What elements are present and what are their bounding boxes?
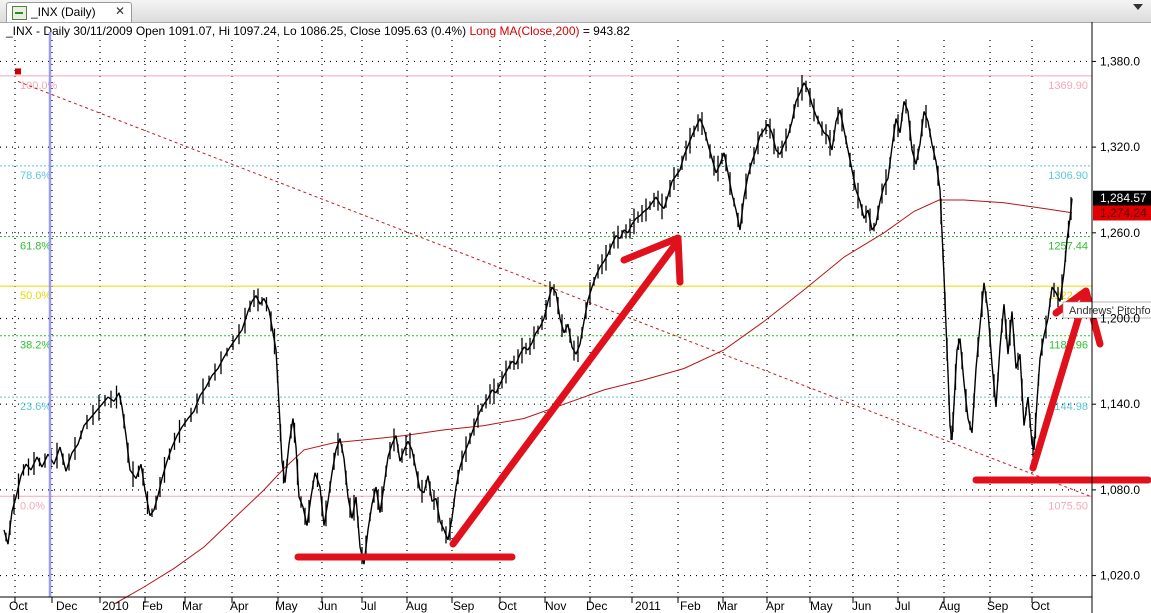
ma-value: = 943.82 xyxy=(582,24,630,38)
fib-value-label: 1369.90 xyxy=(1048,80,1088,92)
y-tick-label: 1,020.0 xyxy=(1100,569,1140,583)
price-badge-label: 1,284.57 xyxy=(1100,191,1147,205)
up-arrow-shaft-1 xyxy=(449,237,682,548)
x-tick-label: May xyxy=(810,599,833,613)
x-tick-label: 2011 xyxy=(635,599,661,613)
y-tick-label: 1,080.0 xyxy=(1100,483,1140,497)
x-tick-label: Nov xyxy=(545,599,566,613)
x-tick-label: Apr xyxy=(230,599,249,613)
tab-inx-daily[interactable]: _INX (Daily) ✕ xyxy=(6,2,132,22)
x-tick-label: Jul xyxy=(361,599,376,613)
x-tick-label: Dec xyxy=(586,599,607,613)
price-badge-label: 1,274.24 xyxy=(1100,206,1147,220)
fib-pct-label: 50.0% xyxy=(20,290,51,302)
x-tick-label: Oct xyxy=(9,599,28,613)
fib-pct-label: 78.6% xyxy=(20,170,51,182)
fib-value-label: 1075.50 xyxy=(1048,500,1088,512)
axes: 1,020.0 1,080.0 1,140.0 1,200.0 1,260.0 1,320… xyxy=(0,22,1151,613)
price-line xyxy=(3,82,1073,565)
x-tick-label: Mar xyxy=(717,599,738,613)
fib-pct-label: 0.0% xyxy=(20,500,45,512)
y-tick-label: 1,380.0 xyxy=(1100,54,1140,68)
y-tick-label: 1,200.0 xyxy=(1100,312,1140,326)
x-tick-label: May xyxy=(275,599,298,613)
fib-value-label: 1257.44 xyxy=(1048,240,1088,252)
tab-bar: _INX (Daily) ✕ xyxy=(0,0,1151,23)
x-tick-label: Jul xyxy=(895,599,910,613)
tab-title: _INX (Daily) xyxy=(31,5,96,19)
ma-200-line xyxy=(113,199,1073,605)
x-tick-label: 2010 xyxy=(102,599,129,613)
x-tick-label: Dec xyxy=(56,599,77,613)
x-tick-label: Aug xyxy=(939,599,960,613)
y-tick-label: 1,140.0 xyxy=(1100,397,1140,411)
fib-pct-label: 100.0% xyxy=(20,80,58,92)
x-tick-label: Apr xyxy=(766,599,785,613)
annotations: Andrews' Pitchfork xyxy=(48,32,1151,597)
up-arrow-head-1 xyxy=(620,234,684,286)
close-icon[interactable]: ✕ xyxy=(114,4,125,18)
fib-pct-label: 38.2% xyxy=(20,340,51,352)
fib-value-label: 1144.98 xyxy=(1049,401,1088,413)
fib-pct-label: 23.6% xyxy=(20,401,51,413)
x-tick-label: Aug xyxy=(406,599,427,613)
trend-lines xyxy=(15,68,1093,498)
y-tick-label: 1,320.0 xyxy=(1100,140,1140,154)
x-tick-label: Oct xyxy=(1031,599,1050,613)
trend-anchor-marker xyxy=(15,68,21,75)
x-tick-label: Jun xyxy=(852,599,871,613)
price-badge xyxy=(1093,205,1151,221)
ma-label: Long MA(Close,200) xyxy=(469,24,580,38)
x-tick-label: Feb xyxy=(680,599,701,613)
x-tick-label: Oct xyxy=(498,599,517,613)
x-tick-label: Feb xyxy=(142,599,163,613)
pitchfork-label-box xyxy=(1062,301,1151,319)
series xyxy=(3,74,1073,605)
pitchfork-label: Andrews' Pitchfork xyxy=(1069,305,1151,317)
ohlc-info: _INX - Daily 30/11/2009 Open 1091.07, Hi… xyxy=(6,24,467,38)
fib-pct-label: 61.8% xyxy=(20,240,51,252)
price-badge xyxy=(1093,190,1151,206)
chart-info-line: _INX - Daily 30/11/2009 Open 1091.07, Hi… xyxy=(6,24,630,38)
up-arrow-shaft-2 xyxy=(1029,289,1090,472)
x-tick-label: Sep xyxy=(987,599,1009,613)
x-tick-label: Sep xyxy=(453,599,475,613)
fib-value-label: 1306.90 xyxy=(1048,170,1088,182)
chevron-down-icon[interactable] xyxy=(1133,4,1143,10)
fibonacci-levels: 100.0% 1369.90 78.6% 1306.90 61.8% 1257.44 50.… xyxy=(0,75,1092,512)
x-tick-label: Mar xyxy=(182,599,203,613)
x-tick-label: Jun xyxy=(318,599,337,613)
chart-icon xyxy=(12,6,27,20)
y-tick-label: 1,260.0 xyxy=(1100,226,1140,240)
